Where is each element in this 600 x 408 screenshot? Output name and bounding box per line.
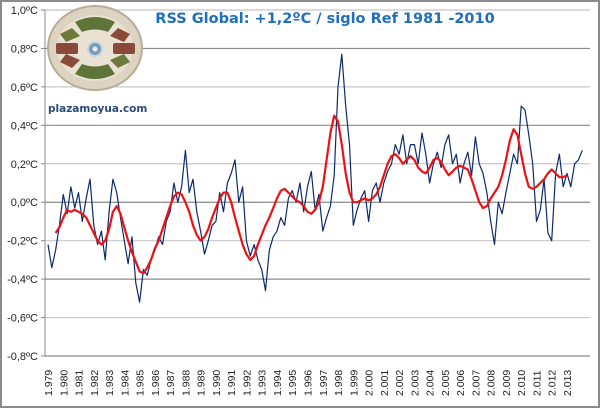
x-tick-label: 2.010 [516, 370, 528, 396]
x-tick-label: 1.995 [287, 370, 299, 396]
x-tick-label: 1.983 [104, 370, 116, 396]
x-tick-label: 2.006 [455, 370, 467, 396]
x-tick-label: 1.993 [257, 370, 269, 396]
y-tick-label: 0,2ºC [11, 159, 38, 171]
x-tick-label: 1.987 [165, 370, 177, 396]
x-tick-label: 1.980 [58, 370, 70, 396]
x-tick-label: 2.007 [470, 370, 482, 396]
x-tick-label: 1.999 [348, 370, 360, 396]
x-tick-label: 1.994 [272, 370, 284, 396]
y-tick-label: 0,0ºC [11, 197, 38, 209]
x-tick-label: 2.009 [501, 370, 513, 396]
logo-segment-right [113, 43, 135, 54]
logo-segment-top [75, 17, 115, 32]
x-tick-label: 1.998 [333, 370, 345, 396]
x-tick-label: 1.997 [318, 370, 330, 396]
x-tick-label: 2.005 [440, 370, 452, 396]
x-tick-label: 1.996 [303, 370, 315, 396]
y-tick-label: 0,8ºC [11, 43, 38, 55]
x-tick-label: 2.003 [409, 370, 421, 396]
x-tick-label: 2.000 [364, 370, 376, 396]
y-tick-label: 0,6ºC [11, 82, 38, 94]
logo-segment-bottom [75, 64, 115, 79]
gridlines [41, 9, 590, 357]
series-lines [47, 53, 583, 303]
x-tick-label: 1.990 [211, 370, 223, 396]
y-tick-labels: 1,0ºC 0,8ºC 0,6ºC 0,4ºC 0,2ºC 0,0ºC -0,2ºC -0,4… [7, 5, 38, 363]
x-tick-label: 1.988 [180, 370, 192, 396]
x-tick-label: 2.013 [562, 370, 574, 396]
x-tick-label: 1.981 [74, 370, 86, 396]
x-tick-label: 2.002 [394, 370, 406, 396]
x-tick-label: 2.008 [486, 370, 498, 396]
x-tick-label: 1.985 [135, 370, 147, 396]
y-tick-label: 1,0ºC [11, 5, 38, 17]
y-tick-label: -0,6ºC [7, 313, 38, 325]
logo-segment-right-bottom [110, 54, 130, 68]
x-tick-label: 1.984 [119, 370, 131, 396]
x-tick-label: 1.989 [196, 370, 208, 396]
logo-segment-left-bottom [60, 54, 80, 68]
x-tick-label: 1.982 [89, 370, 101, 396]
logo-center-dot [92, 46, 98, 52]
x-tick-label: 1.986 [150, 370, 162, 396]
logo-segment-right-top [110, 28, 130, 42]
x-tick-label: 2.004 [425, 370, 437, 396]
x-tick-labels: 1.979 1.980 1.981 1.982 1.983 1.984 1.985 1.986… [43, 370, 574, 396]
chart-title: RSS Global: +1,2ºC / siglo Ref 1981 -201… [155, 11, 494, 27]
x-tick-label: 1.992 [241, 370, 253, 396]
x-tick-label: 2.001 [379, 370, 391, 396]
logo-segment-left-top [60, 28, 80, 42]
watermark-text: plazamoyua.com [48, 103, 147, 115]
y-tick-label: -0,8ºC [7, 351, 38, 363]
x-tick-label: 1.979 [43, 370, 55, 396]
x-tick-label: 2.012 [547, 370, 559, 396]
y-tick-label: -0,4ºC [7, 274, 38, 286]
logo-segment-left [56, 43, 78, 54]
series-smoothed-line [54, 114, 568, 275]
logo-badge [47, 5, 143, 91]
y-tick-label: -0,2ºC [7, 236, 38, 248]
x-tick-label: 1.991 [226, 370, 238, 396]
y-tick-label: 0,4ºC [11, 120, 38, 132]
x-tick-label: 2.011 [531, 370, 543, 396]
